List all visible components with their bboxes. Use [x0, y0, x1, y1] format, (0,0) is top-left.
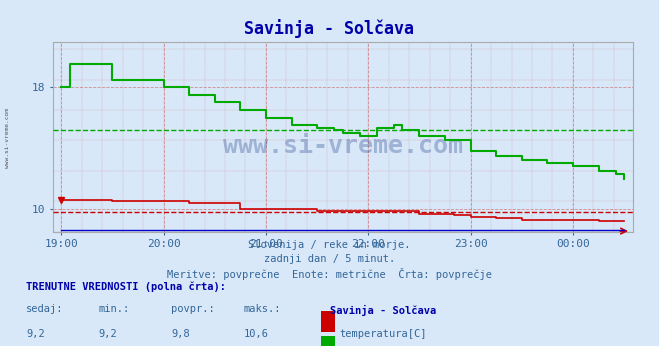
Text: Slovenija / reke in morje.: Slovenija / reke in morje.	[248, 240, 411, 251]
Text: povpr.:: povpr.:	[171, 304, 215, 315]
Text: maks.:: maks.:	[244, 304, 281, 315]
Text: Savinja - Solčava: Savinja - Solčava	[330, 304, 436, 316]
Text: www.si-vreme.com: www.si-vreme.com	[5, 108, 11, 169]
Text: 9,2: 9,2	[99, 329, 117, 339]
Text: zadnji dan / 5 minut.: zadnji dan / 5 minut.	[264, 254, 395, 264]
Text: min.:: min.:	[99, 304, 130, 315]
Text: Savinja - Solčava: Savinja - Solčava	[244, 19, 415, 38]
Text: www.si-vreme.com: www.si-vreme.com	[223, 134, 463, 158]
Text: sedaj:: sedaj:	[26, 304, 64, 315]
Text: Meritve: povprečne  Enote: metrične  Črta: povprečje: Meritve: povprečne Enote: metrične Črta:…	[167, 268, 492, 280]
Text: 10,6: 10,6	[244, 329, 269, 339]
Text: temperatura[C]: temperatura[C]	[339, 329, 427, 339]
Text: TRENUTNE VREDNOSTI (polna črta):: TRENUTNE VREDNOSTI (polna črta):	[26, 282, 226, 292]
Text: 9,8: 9,8	[171, 329, 190, 339]
Text: 9,2: 9,2	[26, 329, 45, 339]
